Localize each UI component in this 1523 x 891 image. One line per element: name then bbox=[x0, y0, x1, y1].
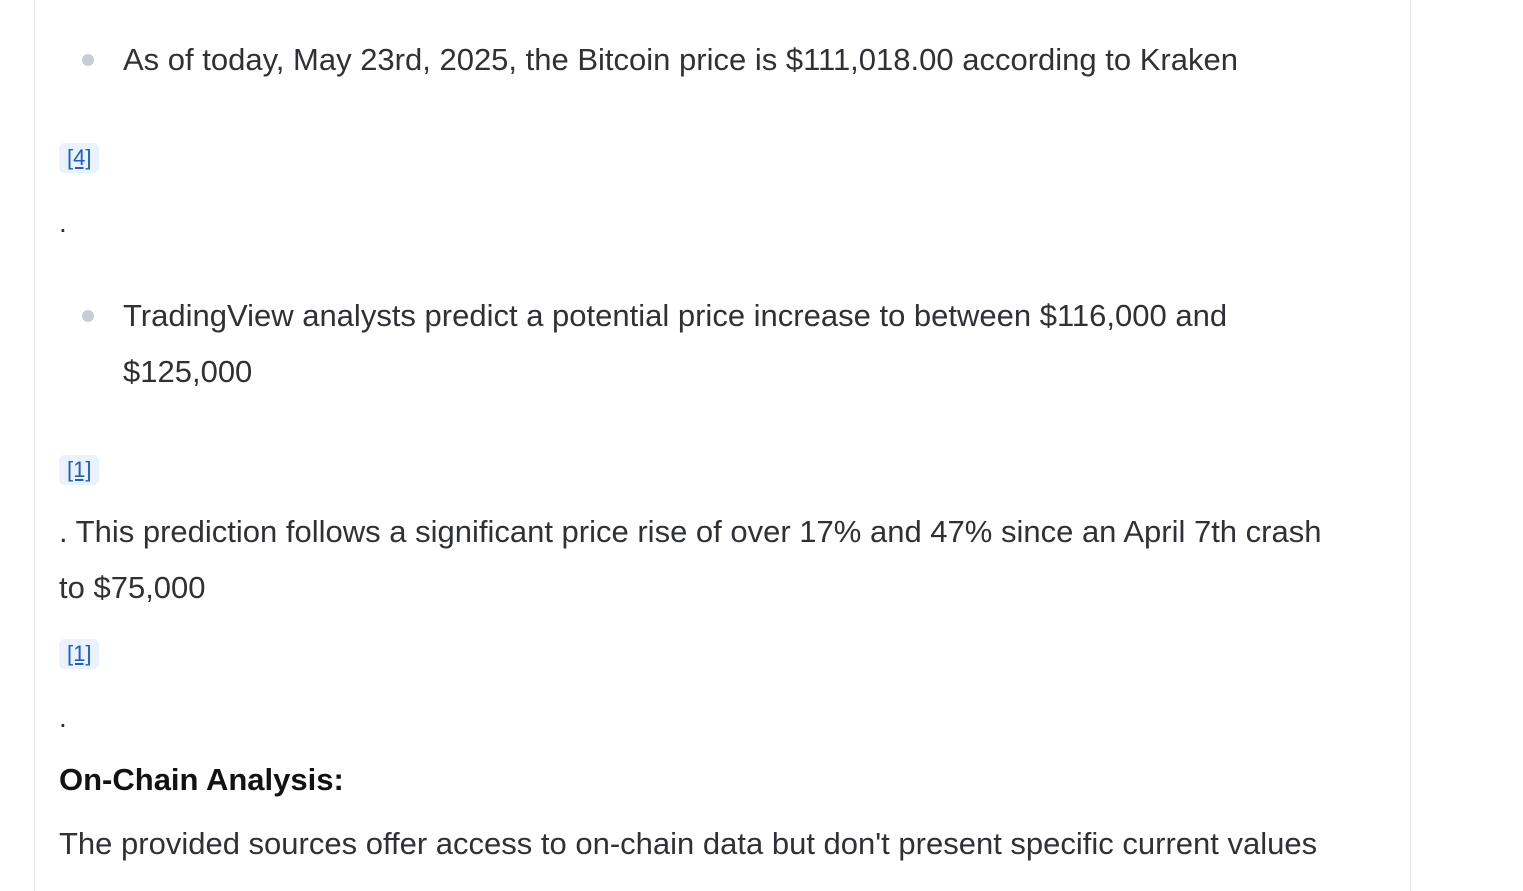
citation-link[interactable]: [1] bbox=[59, 639, 100, 669]
period-text: . bbox=[59, 207, 67, 238]
period-text: . bbox=[59, 702, 67, 733]
bullet-text-prediction-line1: TradingView analysts predict a potential… bbox=[123, 298, 1228, 333]
citation-link[interactable]: [4] bbox=[59, 143, 100, 173]
section-body-line1: The provided sources offer access to on-… bbox=[59, 826, 1318, 861]
bullet-text-bitcoin-price: As of today, May 23rd, 2025, the Bitcoin… bbox=[123, 42, 1238, 77]
section-heading: On-Chain Analysis: bbox=[59, 762, 344, 797]
bullet-text-prediction-line2: $125,000 bbox=[123, 354, 253, 389]
citation-link[interactable]: [1] bbox=[59, 455, 100, 485]
chat-response-panel bbox=[34, 0, 1411, 891]
bullet-dot bbox=[82, 310, 94, 322]
bullet-dot bbox=[82, 54, 94, 66]
paragraph-line2: to $75,000 bbox=[59, 570, 206, 605]
paragraph-line1: . This prediction follows a significant … bbox=[59, 514, 1322, 549]
